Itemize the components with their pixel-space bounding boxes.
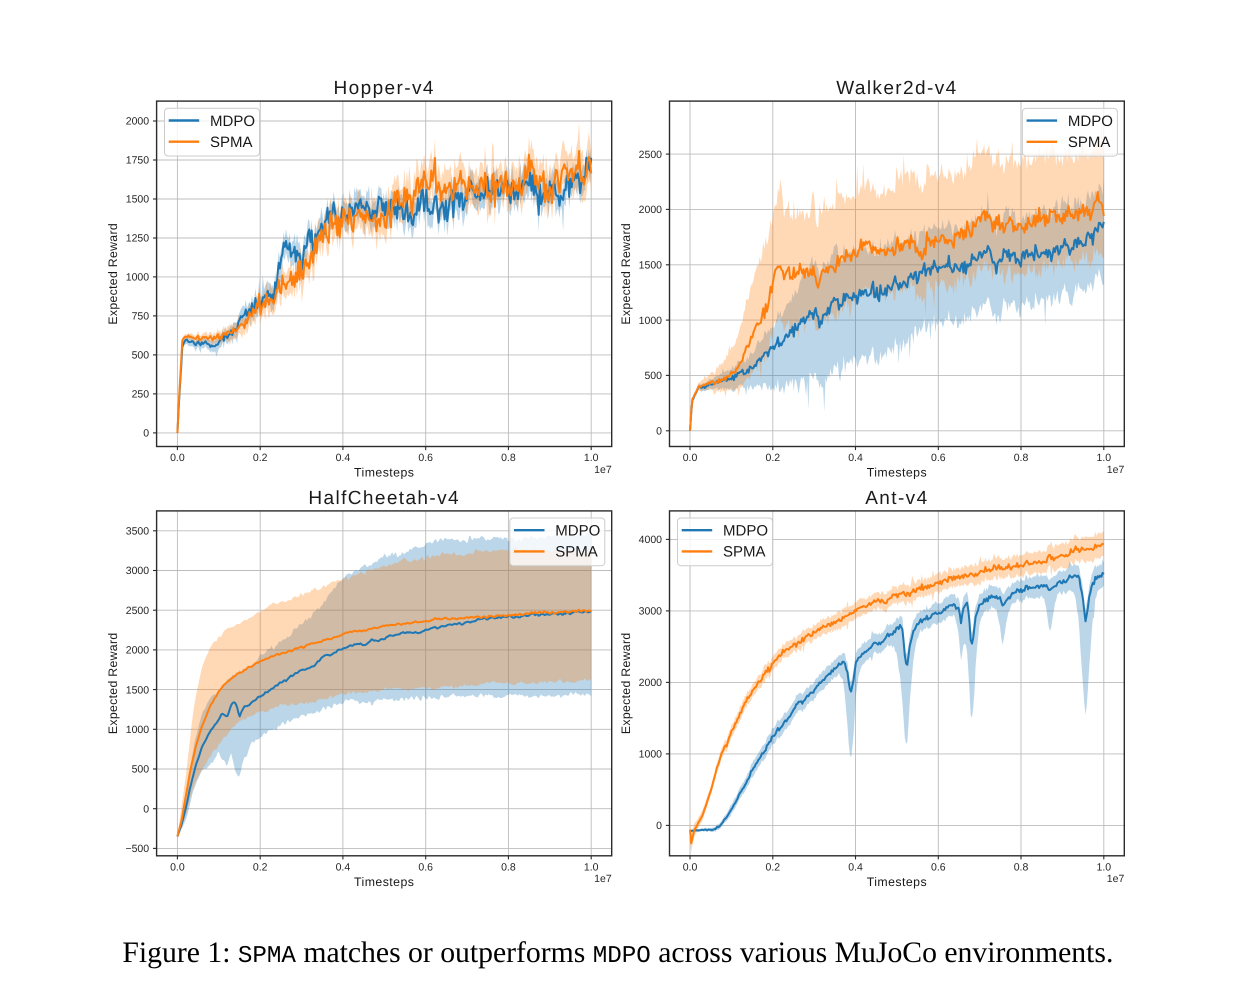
svg-text:HalfCheetah-v4: HalfCheetah-v4 — [308, 488, 460, 509]
svg-text:500: 500 — [132, 350, 150, 362]
svg-text:1000: 1000 — [126, 272, 150, 284]
svg-text:1e7: 1e7 — [1107, 464, 1125, 476]
svg-text:1e7: 1e7 — [1107, 873, 1125, 885]
svg-text:Expected Reward: Expected Reward — [106, 633, 120, 735]
svg-text:0.8: 0.8 — [1014, 861, 1029, 873]
svg-text:1750: 1750 — [126, 155, 150, 167]
svg-text:0.4: 0.4 — [336, 452, 351, 464]
svg-text:1000: 1000 — [639, 315, 663, 327]
svg-text:−500: −500 — [125, 843, 149, 855]
svg-text:2000: 2000 — [126, 116, 150, 128]
svg-text:1000: 1000 — [126, 724, 150, 736]
svg-text:0: 0 — [143, 803, 149, 815]
svg-text:MDPO: MDPO — [1068, 113, 1113, 130]
svg-text:3000: 3000 — [126, 565, 150, 577]
svg-text:0.2: 0.2 — [253, 861, 268, 873]
svg-text:1500: 1500 — [126, 684, 150, 696]
svg-text:1e7: 1e7 — [594, 873, 612, 885]
svg-text:1.0: 1.0 — [584, 861, 599, 873]
svg-text:1.0: 1.0 — [1096, 861, 1111, 873]
svg-text:Expected Reward: Expected Reward — [106, 223, 120, 325]
svg-text:500: 500 — [132, 764, 150, 776]
svg-text:Timesteps: Timesteps — [354, 875, 414, 889]
svg-text:0: 0 — [143, 428, 149, 440]
svg-text:1500: 1500 — [639, 259, 663, 271]
svg-text:SPMA: SPMA — [555, 544, 598, 561]
svg-text:SPMA: SPMA — [723, 544, 766, 561]
svg-text:Expected Reward: Expected Reward — [619, 223, 633, 325]
svg-text:0.8: 0.8 — [501, 452, 516, 464]
svg-text:0.4: 0.4 — [336, 861, 351, 873]
svg-text:0.0: 0.0 — [683, 452, 698, 464]
svg-text:0.2: 0.2 — [253, 452, 268, 464]
svg-text:0.6: 0.6 — [931, 452, 946, 464]
svg-text:2000: 2000 — [126, 645, 150, 657]
svg-text:1250: 1250 — [126, 233, 150, 245]
svg-text:1.0: 1.0 — [584, 452, 599, 464]
svg-text:2000: 2000 — [639, 677, 663, 689]
svg-text:0.4: 0.4 — [848, 861, 863, 873]
svg-text:Timesteps: Timesteps — [867, 466, 927, 480]
svg-text:3000: 3000 — [639, 606, 663, 618]
svg-text:1e7: 1e7 — [594, 464, 612, 476]
svg-text:750: 750 — [132, 311, 150, 323]
svg-text:Expected Reward: Expected Reward — [619, 633, 633, 735]
svg-text:Ant-v4: Ant-v4 — [865, 488, 928, 509]
svg-text:500: 500 — [644, 370, 662, 382]
svg-text:0.0: 0.0 — [170, 452, 185, 464]
svg-text:SPMA: SPMA — [210, 134, 253, 151]
svg-text:0: 0 — [656, 426, 662, 438]
svg-text:Walker2d-v4: Walker2d-v4 — [836, 78, 957, 99]
svg-text:Timesteps: Timesteps — [867, 875, 927, 889]
svg-text:4000: 4000 — [639, 534, 663, 546]
svg-text:0.4: 0.4 — [848, 452, 863, 464]
svg-text:MDPO: MDPO — [723, 523, 768, 540]
svg-text:1500: 1500 — [126, 194, 150, 206]
svg-text:0.2: 0.2 — [765, 861, 780, 873]
svg-text:MDPO: MDPO — [210, 113, 255, 130]
svg-text:0.8: 0.8 — [1014, 452, 1029, 464]
svg-text:3500: 3500 — [126, 526, 150, 538]
svg-text:0.2: 0.2 — [765, 452, 780, 464]
svg-text:SPMA: SPMA — [1068, 134, 1111, 151]
svg-text:0.6: 0.6 — [418, 452, 433, 464]
svg-text:0.0: 0.0 — [170, 861, 185, 873]
svg-text:2000: 2000 — [639, 204, 663, 216]
svg-text:0.6: 0.6 — [418, 861, 433, 873]
svg-text:Figure 1: SPMA matches or outp: Figure 1: SPMA matches or outperforms MD… — [122, 937, 1113, 970]
svg-text:2500: 2500 — [126, 605, 150, 617]
svg-text:1000: 1000 — [639, 749, 663, 761]
svg-text:Timesteps: Timesteps — [354, 466, 414, 480]
svg-text:0.8: 0.8 — [501, 861, 516, 873]
svg-text:0.0: 0.0 — [683, 861, 698, 873]
svg-text:2500: 2500 — [639, 149, 663, 161]
svg-text:0.6: 0.6 — [931, 861, 946, 873]
svg-text:250: 250 — [132, 389, 150, 401]
svg-text:1.0: 1.0 — [1096, 452, 1111, 464]
svg-text:MDPO: MDPO — [555, 523, 600, 540]
svg-text:Hopper-v4: Hopper-v4 — [334, 78, 435, 99]
svg-text:0: 0 — [656, 820, 662, 832]
